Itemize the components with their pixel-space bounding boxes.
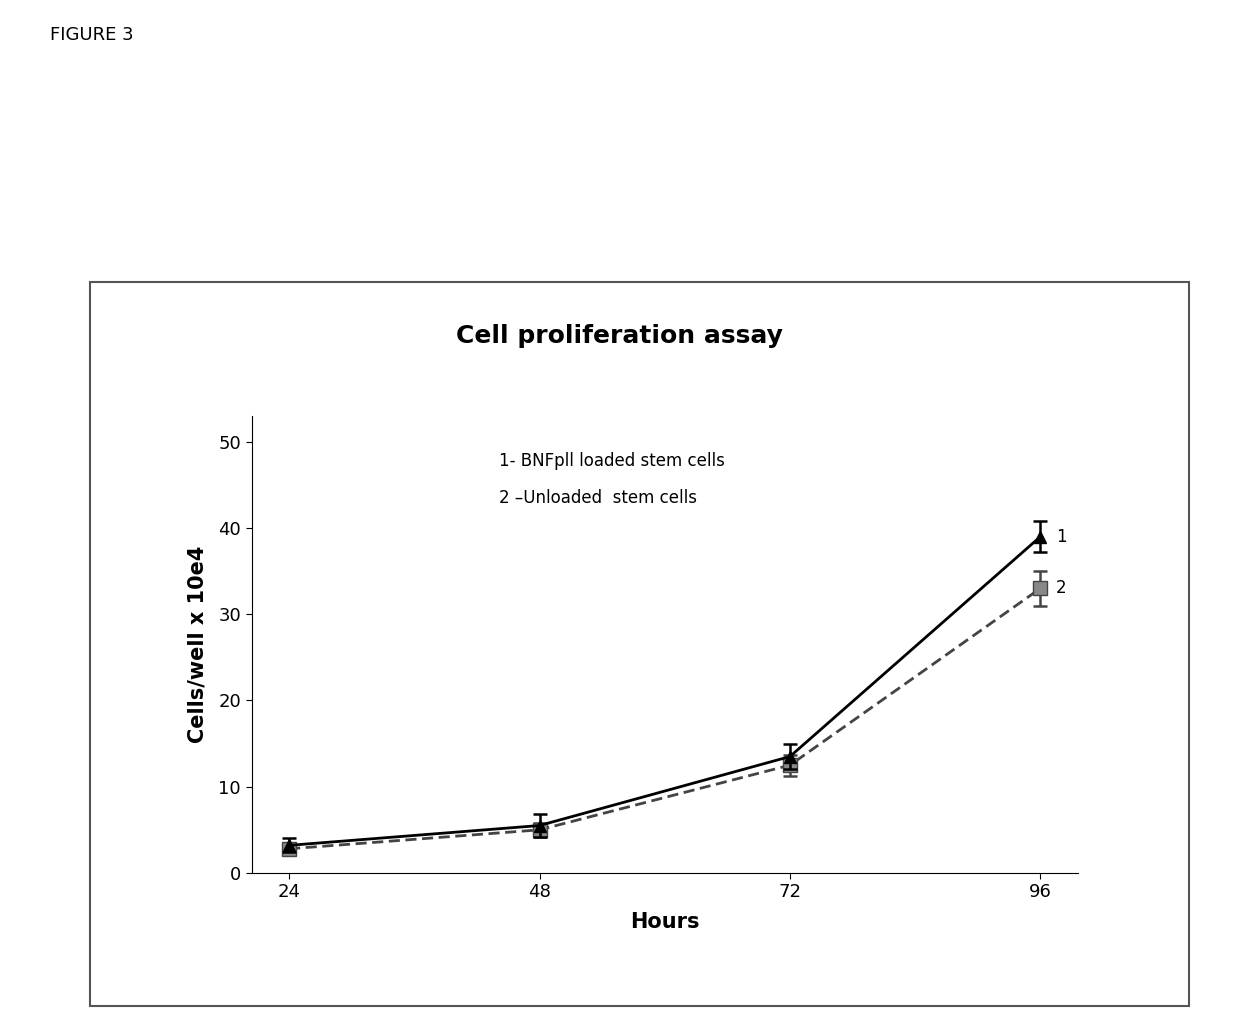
Text: 1- BNFpll loaded stem cells: 1- BNFpll loaded stem cells: [499, 453, 725, 470]
Text: 2 –Unloaded  stem cells: 2 –Unloaded stem cells: [499, 489, 698, 507]
Text: FIGURE 3: FIGURE 3: [50, 26, 133, 44]
Text: Cell proliferation assay: Cell proliferation assay: [456, 324, 783, 347]
Text: 1: 1: [1056, 528, 1067, 545]
Text: 2: 2: [1056, 579, 1067, 598]
X-axis label: Hours: Hours: [629, 912, 700, 933]
Y-axis label: Cells/well x 10e4: Cells/well x 10e4: [187, 545, 207, 744]
